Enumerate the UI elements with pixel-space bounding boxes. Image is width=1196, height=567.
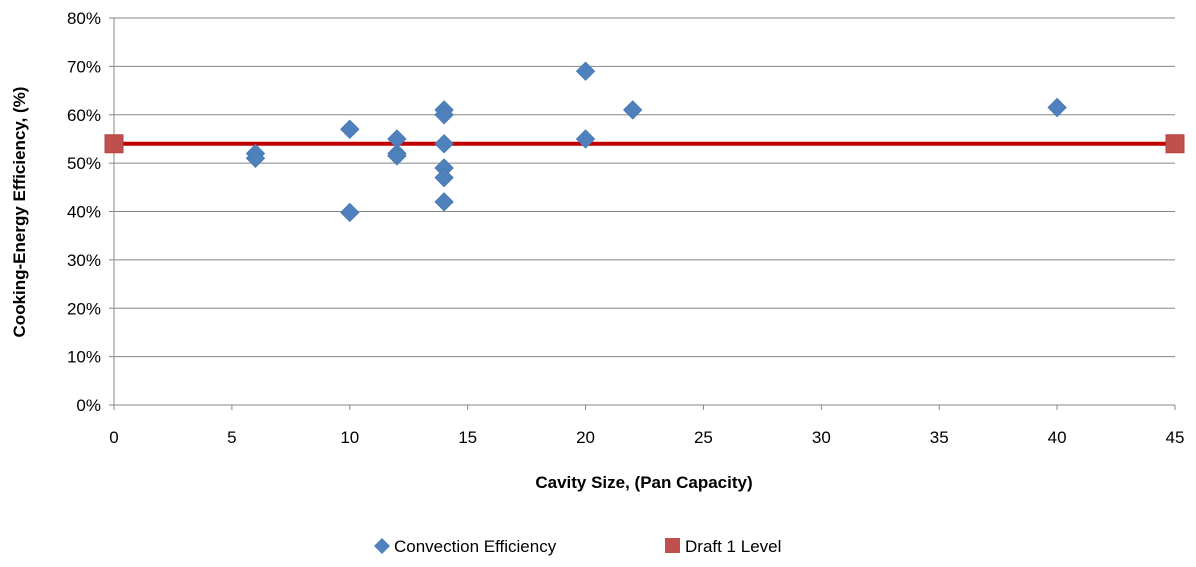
convection-efficiency-point [340,202,360,223]
y-tick-label: 30% [67,251,101,270]
gridlines [114,17,1175,358]
convection-efficiency-point [575,61,596,81]
x-tick-label: 25 [694,428,713,447]
y-tick-label: 40% [67,203,101,222]
x-tick-label: 10 [340,428,359,447]
y-tick-label: 70% [67,57,101,76]
y-tick-label: 10% [67,348,101,367]
y-tick-label: 20% [67,299,101,318]
convection-efficiency-point [434,134,454,154]
legend-square-icon [665,538,680,553]
convection-efficiency-point [434,192,454,212]
tick-labels: 0% 10% 20% 30% 40% 50% 60% 70% 80% 0 5 10 15 20 25 30 35… [67,9,1184,447]
convection-efficiency-point [387,146,407,166]
convection-efficiency-point [340,119,360,139]
convection-efficiency-point [1047,97,1067,118]
y-tick-label: 50% [67,154,101,173]
y-tick-label: 0% [76,396,101,415]
y-axis-title: Cooking-Energy Efficiency, (%) [10,87,29,338]
convection-efficiency-point [623,100,643,120]
x-tick-label: 35 [930,428,949,447]
y-tick-label: 60% [67,106,101,125]
convection-efficiency-point [434,167,454,188]
convection-efficiency-point [434,105,454,125]
x-tick-label: 0 [109,428,118,447]
x-tick-label: 20 [576,428,595,447]
y-tick-label: 80% [67,9,101,28]
x-tick-label: 40 [1048,428,1067,447]
convection-efficiency-point [575,129,596,149]
x-tick-label: 30 [812,428,831,447]
convection-efficiency-point [245,148,266,168]
legend: Convection Efficiency Draft 1 Level [374,537,781,556]
draft-level-marker [1165,134,1185,154]
x-axis-title: Cavity Size, (Pan Capacity) [535,473,752,492]
series-layer [104,61,1185,223]
x-tick-label: 45 [1166,428,1185,447]
axes [109,17,1176,410]
x-tick-label: 15 [458,428,477,447]
legend-label-convection: Convection Efficiency [394,537,557,556]
x-tick-label: 5 [227,428,236,447]
legend-label-draft: Draft 1 Level [685,537,781,556]
draft-level-marker [104,134,124,154]
legend-diamond-icon [374,538,390,554]
